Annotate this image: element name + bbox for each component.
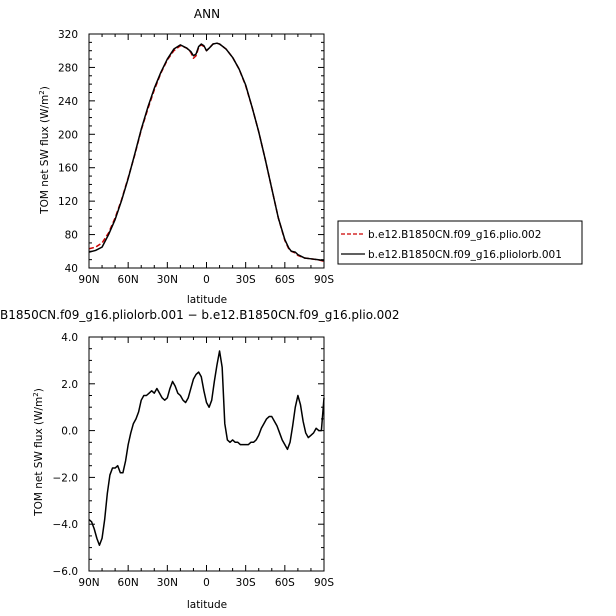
bottom-y-tick-label: −2.0 (53, 472, 79, 484)
legend-label-pliolorb: b.e12.B1850CN.f09_g16.pliolorb.001 (368, 249, 562, 261)
top-y-tick-label: 200 (58, 129, 78, 141)
top-y-tick-label: 40 (65, 263, 78, 275)
top-series-line-1 (88, 42, 325, 262)
top-y-tick-label: 120 (58, 196, 78, 208)
top-x-tick-label: 30N (157, 274, 178, 286)
top-x-tick-label: 60S (275, 274, 295, 286)
top-y-tick-label: 320 (58, 29, 78, 41)
top-y-tick-label: 240 (58, 96, 78, 108)
top-panel: ANN TOM net SW flux (W/m2) latitude 40 80… (38, 7, 334, 306)
bottom-x-tick-label: 60S (275, 577, 295, 589)
top-plot-frame (88, 33, 325, 269)
top-x-tick-label: 30S (236, 274, 256, 286)
top-x-tick-label: 60N (118, 274, 139, 286)
bottom-chart-title: B1850CN.f09_g16.pliolorb.001 − b.e12.B18… (0, 308, 400, 322)
bottom-x-tick-label: 0 (203, 577, 210, 589)
top-x-tick-label: 90S (314, 274, 334, 286)
top-y-tick-label: 160 (58, 163, 78, 175)
bottom-y-tick-label: 4.0 (61, 332, 78, 344)
bottom-x-tick-label: 30S (236, 577, 256, 589)
bottom-y-tick-label: −4.0 (53, 519, 79, 531)
legend-label-plio: b.e12.B1850CN.f09_g16.plio.002 (368, 229, 541, 241)
bottom-x-tick-label: 90N (78, 577, 99, 589)
top-chart-title: ANN (194, 7, 220, 21)
top-y-tick-label: 280 (58, 62, 78, 74)
bottom-y-axis-label: TOM net SW flux (W/m2) (32, 388, 45, 517)
top-x-axis-label: latitude (187, 294, 227, 306)
bottom-plot-frame (88, 336, 325, 572)
bottom-x-axis-label: latitude (187, 599, 227, 611)
top-x-tick-label: 0 (203, 274, 210, 286)
top-series-line-0 (88, 42, 325, 263)
top-y-tick-label: 80 (65, 230, 78, 242)
bottom-x-tick-label: 30N (157, 577, 178, 589)
legend: b.e12.B1850CN.f09_g16.plio.002 b.e12.B18… (337, 220, 583, 265)
bottom-y-tick-label: 0.0 (61, 426, 78, 438)
bottom-x-tick-label: 60N (118, 577, 139, 589)
legend-box (337, 220, 583, 265)
bottom-y-tick-label: 2.0 (61, 379, 78, 391)
bottom-x-tick-label: 90S (314, 577, 334, 589)
bottom-y-tick-label: −6.0 (53, 566, 79, 578)
top-x-tick-label: 90N (78, 274, 99, 286)
bottom-series-line-0 (88, 350, 325, 547)
top-y-axis-label: TOM net SW flux (W/m2) (38, 86, 51, 215)
bottom-panel: B1850CN.f09_g16.pliolorb.001 − b.e12.B18… (0, 308, 400, 611)
